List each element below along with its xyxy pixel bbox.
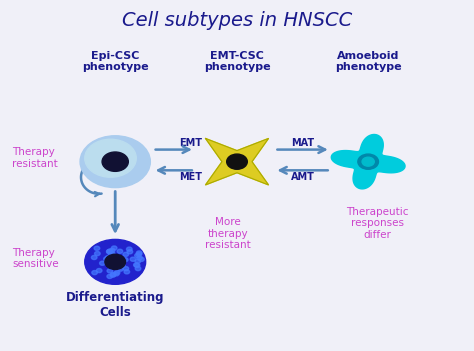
Circle shape bbox=[117, 249, 123, 253]
Circle shape bbox=[116, 256, 121, 260]
Circle shape bbox=[94, 246, 100, 250]
Circle shape bbox=[80, 136, 150, 187]
Text: Therapy
sensitive: Therapy sensitive bbox=[12, 247, 59, 269]
Circle shape bbox=[107, 274, 112, 278]
Circle shape bbox=[105, 256, 111, 260]
Circle shape bbox=[108, 263, 114, 267]
Circle shape bbox=[124, 270, 129, 274]
Circle shape bbox=[109, 249, 115, 252]
Circle shape bbox=[94, 251, 100, 256]
Circle shape bbox=[123, 252, 128, 257]
Text: Differentiating
Cells: Differentiating Cells bbox=[66, 291, 164, 319]
Circle shape bbox=[123, 266, 129, 271]
Circle shape bbox=[102, 152, 128, 171]
Circle shape bbox=[118, 257, 124, 261]
Circle shape bbox=[100, 261, 105, 265]
Circle shape bbox=[135, 253, 140, 258]
Circle shape bbox=[138, 257, 144, 261]
Circle shape bbox=[130, 257, 136, 261]
Circle shape bbox=[85, 139, 137, 177]
Circle shape bbox=[358, 154, 378, 169]
Text: Cell subtypes in HNSCC: Cell subtypes in HNSCC bbox=[122, 11, 352, 29]
Text: More
therapy
resistant: More therapy resistant bbox=[205, 217, 250, 250]
Circle shape bbox=[119, 263, 125, 267]
Circle shape bbox=[104, 257, 109, 261]
Circle shape bbox=[114, 271, 120, 274]
Circle shape bbox=[110, 272, 116, 277]
Text: MAT: MAT bbox=[291, 138, 314, 148]
Circle shape bbox=[111, 246, 117, 250]
Circle shape bbox=[85, 239, 146, 284]
Circle shape bbox=[134, 263, 140, 267]
Circle shape bbox=[110, 257, 116, 261]
Circle shape bbox=[110, 273, 116, 277]
Text: Amoeboid
phenotype: Amoeboid phenotype bbox=[335, 51, 401, 72]
Circle shape bbox=[115, 255, 121, 259]
Polygon shape bbox=[206, 139, 268, 185]
Circle shape bbox=[137, 251, 142, 255]
Text: EMT: EMT bbox=[179, 138, 201, 148]
Circle shape bbox=[135, 266, 141, 271]
Circle shape bbox=[362, 157, 374, 166]
Circle shape bbox=[118, 267, 123, 271]
Circle shape bbox=[118, 259, 123, 263]
Circle shape bbox=[136, 252, 142, 256]
Circle shape bbox=[107, 249, 113, 253]
Circle shape bbox=[106, 261, 111, 265]
Circle shape bbox=[107, 263, 113, 267]
Circle shape bbox=[107, 250, 112, 254]
Circle shape bbox=[107, 249, 112, 253]
Circle shape bbox=[122, 258, 128, 262]
Circle shape bbox=[105, 254, 126, 270]
Polygon shape bbox=[331, 134, 405, 189]
Text: Therapeutic
responses
differ: Therapeutic responses differ bbox=[346, 207, 409, 240]
Circle shape bbox=[109, 261, 115, 265]
Circle shape bbox=[113, 272, 119, 276]
Circle shape bbox=[113, 257, 118, 261]
Text: AMT: AMT bbox=[291, 172, 315, 181]
Circle shape bbox=[134, 263, 139, 267]
Circle shape bbox=[113, 265, 119, 269]
Circle shape bbox=[113, 263, 118, 267]
Circle shape bbox=[116, 265, 122, 269]
Text: MET: MET bbox=[179, 172, 201, 181]
Circle shape bbox=[127, 250, 133, 254]
Circle shape bbox=[127, 247, 132, 251]
Text: Therapy
resistant: Therapy resistant bbox=[12, 147, 58, 169]
Circle shape bbox=[111, 257, 117, 261]
Circle shape bbox=[109, 252, 115, 256]
Circle shape bbox=[96, 269, 102, 273]
Circle shape bbox=[227, 154, 247, 169]
Circle shape bbox=[137, 256, 142, 260]
Circle shape bbox=[109, 257, 115, 261]
Text: EMT-CSC
phenotype: EMT-CSC phenotype bbox=[204, 51, 270, 72]
Circle shape bbox=[92, 271, 98, 275]
Circle shape bbox=[135, 259, 141, 263]
Circle shape bbox=[107, 269, 113, 273]
Text: Epi-CSC
phenotype: Epi-CSC phenotype bbox=[82, 51, 148, 72]
Circle shape bbox=[91, 256, 97, 259]
Circle shape bbox=[109, 253, 114, 257]
